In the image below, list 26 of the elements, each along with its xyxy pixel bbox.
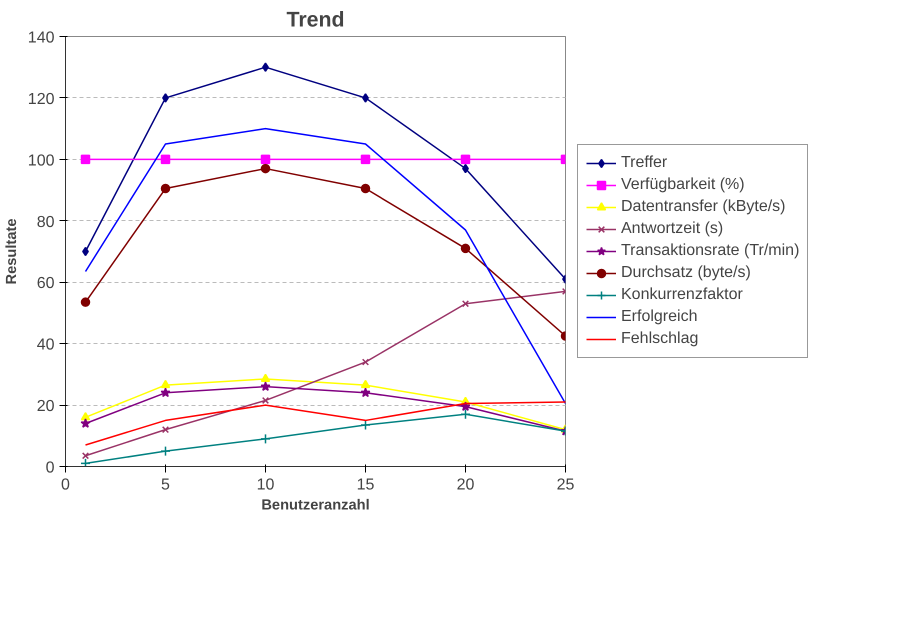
legend-label: Transaktionsrate (Tr/min): [621, 242, 800, 260]
y-tick-label: 80: [36, 214, 55, 231]
x-tick-label: 20: [456, 476, 474, 494]
x-tick-label: 10: [256, 476, 274, 494]
x-axis-title: Benutzeranzahl: [261, 498, 370, 514]
x-tick-label: 5: [161, 476, 170, 494]
legend-label: Antwortzeit (s): [621, 220, 724, 238]
x-tick-label: 0: [61, 476, 70, 494]
legend-label: Fehlschlag: [621, 330, 698, 348]
chart-title: Trend: [286, 8, 345, 32]
y-tick-label: 100: [28, 152, 55, 170]
y-tick-label: 0: [46, 460, 55, 476]
y-tick-label: 40: [36, 336, 55, 354]
legend-label: Verfügbarkeit (%): [621, 176, 745, 194]
y-tick-label: 60: [36, 275, 55, 292]
legend-label: Erfolgreich: [621, 308, 698, 326]
y-tick-label: 140: [28, 30, 55, 46]
x-tick-label: 25: [556, 476, 574, 494]
y-tick-label: 120: [28, 90, 55, 108]
legend-label: Treffer: [621, 154, 668, 172]
y-tick-label: 20: [36, 398, 55, 416]
x-tick-label: 15: [356, 476, 374, 494]
legend-label: Konkurrenzfaktor: [621, 286, 743, 304]
legend-label: Durchsatz (byte/s): [621, 264, 751, 282]
y-axis-title: Resultate: [4, 218, 20, 284]
legend-label: Datentransfer (kByte/s): [621, 198, 786, 216]
